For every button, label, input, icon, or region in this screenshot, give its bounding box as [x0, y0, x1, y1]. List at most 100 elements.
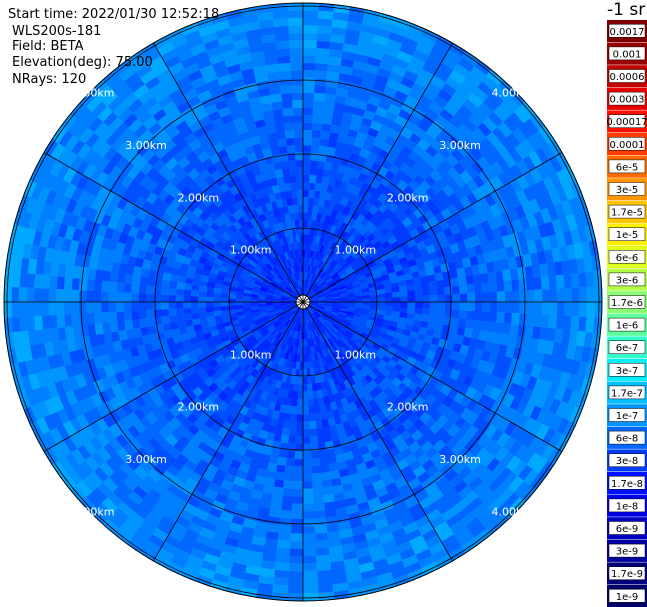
colorbar-tick-label: 1e-8 [616, 501, 639, 512]
range-ring-label: 1.00km [230, 348, 272, 361]
center-spoke [299, 301, 304, 309]
colorbar-label-box [608, 385, 646, 400]
center-spoke [299, 295, 304, 303]
colorbar-tick-label: 1e-5 [616, 230, 639, 241]
colorbar-label-box [608, 430, 646, 445]
colorbar-label-box [608, 317, 646, 332]
colorbar-label-box [608, 46, 646, 61]
colorbar-segment: 6e-8 [607, 426, 647, 449]
radial-line-300deg [43, 152, 304, 303]
colorbar-tick-label: 6e-5 [616, 162, 639, 173]
colorbar-segment: 1e-7 [607, 404, 647, 427]
ppi-plot: 1.00km 1.00km 1.00km 1.00km 2.00km 2.00km 2.00… [3, 2, 603, 602]
colorbar-segment: 6e-6 [607, 246, 647, 269]
colorbar-segment: 3e-6 [607, 268, 647, 291]
range-ring-grid [3, 2, 603, 602]
colorbar-label-box [608, 272, 646, 287]
colorbar-segment: 6e-9 [607, 517, 647, 540]
range-ring-labels: 1.00km 1.00km 1.00km 1.00km 2.00km 2.00km 2.00… [73, 87, 533, 519]
colorbar-tick-label: 3e-8 [616, 456, 639, 467]
colorbar-tick-label: 0.0017 [610, 27, 645, 38]
colorbar-label-box [608, 543, 646, 558]
colorbar-tick-label: 0.0006 [610, 72, 645, 83]
range-ring-label: 1.00km [335, 348, 377, 361]
radial-line-30deg [302, 42, 453, 303]
colorbar-segment: 1e-9 [607, 585, 647, 607]
elevation-label: Elevation(deg): 75.00 [12, 55, 153, 70]
colorbar-tick-label: 3e-9 [616, 547, 639, 558]
colorbar-segment: 1.7e-5 [607, 200, 647, 223]
colorbar-segment: 1e-5 [607, 223, 647, 246]
colorbar-label-box [608, 363, 646, 377]
colorbar-tick-label: 6e-7 [616, 343, 639, 354]
colorbar: 0.0017 0.001 0.0006 0.0003 0.00017 0.0001 6e-5… [607, 20, 647, 607]
range-ring-label: 2.00km [387, 191, 429, 204]
range-ring-label: 2.00km [387, 401, 429, 414]
colorbar-label-box [608, 227, 646, 241]
colorbar-label-box [608, 521, 646, 535]
colorbar-segment: 0.00017 [607, 110, 647, 133]
radial-line-120deg [302, 301, 563, 452]
range-ring-label: 1.00km [335, 244, 377, 257]
range-ring-label: 3.00km [125, 139, 167, 152]
colorbar-tick-label: 1e-9 [616, 592, 639, 603]
range-ring-label: 2.00km [178, 191, 220, 204]
colorbar-label-box [608, 137, 646, 151]
colorbar-label-box [608, 589, 646, 603]
instrument-label: WLS200s-181 [12, 24, 102, 39]
beta-field-cells [3, 2, 603, 602]
colorbar-tick-label: 1.7e-5 [611, 208, 643, 219]
colorbar-tick-label: 1e-6 [616, 321, 639, 332]
colorbar-segment: 3e-5 [607, 178, 647, 201]
colorbar-label-box [608, 250, 646, 264]
colorbar-segment: 0.0003 [607, 87, 647, 110]
center-spoke [302, 301, 307, 309]
colorbar-tick-label: 0.0001 [610, 140, 645, 151]
colorbar-segment: 1.7e-9 [607, 562, 647, 585]
range-ring-label: 4.00km [492, 505, 534, 518]
colorbar-segment: 0.0017 [607, 20, 647, 43]
field-label: Field: BETA [12, 39, 84, 54]
center-spoke [302, 298, 310, 303]
radial-line-60deg [302, 152, 563, 303]
colorbar-segment: 6e-5 [607, 155, 647, 178]
colorbar-tick-label: 3e-5 [616, 185, 639, 196]
colorbar-tick-label: 1e-7 [616, 411, 639, 422]
radial-line-330deg [153, 42, 304, 303]
center-spoke [296, 301, 304, 306]
colorbar-tick-label: 0.00017 [607, 117, 647, 128]
colorbar-label-box [608, 498, 646, 513]
colorbar-tick-label: 0.0003 [610, 95, 645, 106]
range-ring-label: 4.00km [73, 505, 115, 518]
start-time-label: Start time: 2022/01/30 12:52:18 [8, 7, 220, 22]
colorbar-segment: 0.0006 [607, 65, 647, 88]
nrays-label: NRays: 120 [12, 72, 87, 87]
colorbar-tick-label: 1.7e-9 [611, 569, 643, 580]
colorbar-segment: 0.001 [607, 42, 647, 65]
colorbar-segment: 3e-9 [607, 539, 647, 562]
colorbar-tick-label: 0.001 [613, 49, 642, 60]
colorbar-label-box [608, 69, 646, 83]
colorbar-tick-label: 1.7e-6 [611, 298, 643, 309]
colorbar-segment: 3e-7 [607, 359, 647, 382]
colorbar-label-box [608, 340, 646, 354]
colorbar-tick-label: 3e-6 [616, 275, 639, 286]
colorbar-label-box [608, 114, 646, 128]
colorbar-segment: 6e-7 [607, 336, 647, 359]
colorbar-label-box [608, 566, 646, 580]
center-spoke [296, 298, 304, 303]
colorbar-label-box [608, 24, 646, 38]
colorbar-tick-label: 6e-8 [616, 434, 639, 445]
range-ring-label: 3.00km [439, 139, 481, 152]
colorbar-segment: 1.7e-6 [607, 291, 647, 314]
range-ring-label: 3.00km [439, 453, 481, 466]
colorbar-tick-label: 6e-6 [616, 253, 639, 264]
colorbar-tick-label: 6e-9 [616, 524, 639, 535]
colorbar-label-box [608, 204, 646, 219]
range-ring-label: 3.00km [125, 453, 167, 466]
colorbar-segment: 3e-8 [607, 449, 647, 472]
colorbar-label-box [608, 182, 646, 196]
colorbar-tick-label: 1.7e-8 [611, 479, 643, 490]
colorbar-label-box [608, 295, 646, 309]
colorbar-label-box [608, 453, 646, 467]
